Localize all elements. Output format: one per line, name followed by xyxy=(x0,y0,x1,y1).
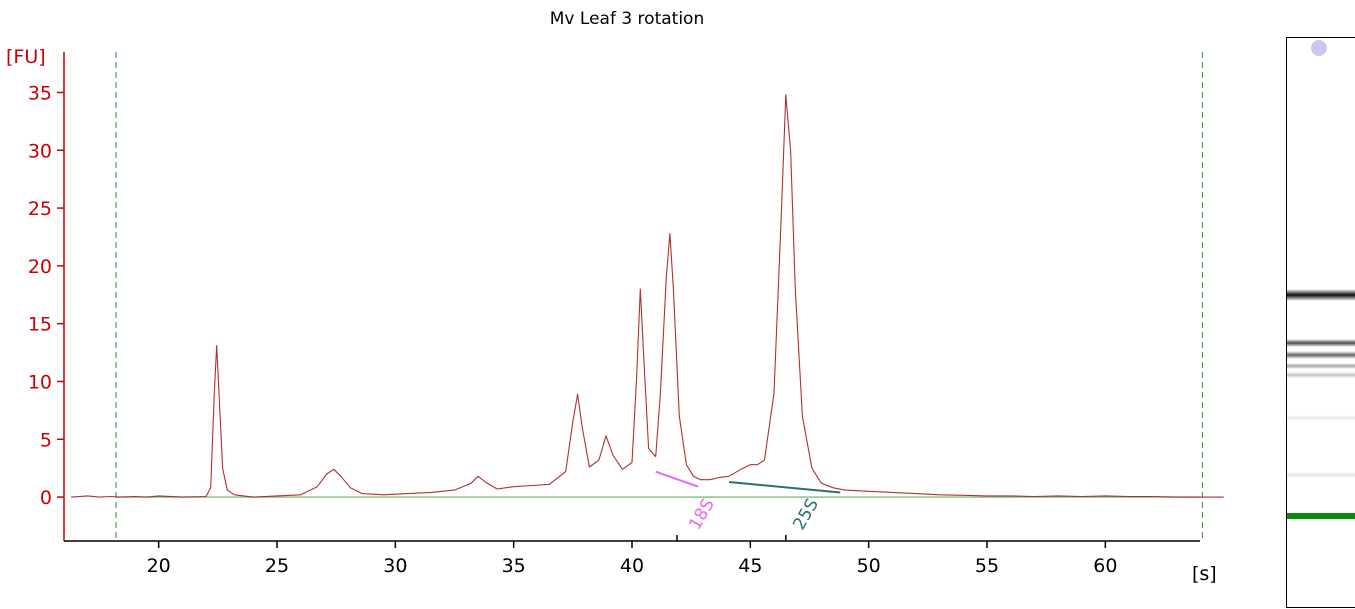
y-tick-label: 0 xyxy=(40,487,52,509)
gel-band xyxy=(1287,288,1355,301)
x-tick-label: 60 xyxy=(1093,555,1117,577)
chart-title: Mv Leaf 3 rotation xyxy=(550,9,704,29)
y-axis-unit-label: [FU] xyxy=(6,46,46,68)
y-tick-label: 20 xyxy=(28,256,52,278)
fluorescence-trace xyxy=(71,94,1224,498)
gel-band xyxy=(1287,339,1355,348)
y-tick-label: 5 xyxy=(40,429,52,451)
electropherogram-chart: Mv Leaf 3 rotation [FU] [s] 0 5 10 15 20 25 30… xyxy=(6,9,1224,585)
gel-marker-band xyxy=(1287,513,1355,520)
x-tick-label: 25 xyxy=(265,555,289,577)
gel-band xyxy=(1287,363,1355,370)
gel-well-marker xyxy=(1311,40,1327,56)
peak-label-18s: 18S xyxy=(685,495,719,533)
peak-label-25s: 25S xyxy=(789,495,823,533)
y-tick-label: 15 xyxy=(28,314,52,336)
y-tick-label: 30 xyxy=(28,140,52,162)
gel-band xyxy=(1287,350,1355,359)
x-tick-label: 45 xyxy=(738,555,762,577)
y-tick-label: 25 xyxy=(28,198,52,220)
gel-band xyxy=(1287,371,1355,378)
x-tick-label: 30 xyxy=(383,555,407,577)
x-axis-unit-label: [s] xyxy=(1192,563,1217,585)
x-tick-label: 20 xyxy=(147,555,171,577)
y-tick-label: 10 xyxy=(28,371,52,393)
peak-fraction-line xyxy=(728,481,841,494)
y-tick-label: 35 xyxy=(28,82,52,104)
gel-image-lane xyxy=(1286,37,1355,608)
x-tick-label: 50 xyxy=(857,555,881,577)
gel-band xyxy=(1287,414,1355,421)
x-tick-label: 55 xyxy=(975,555,999,577)
x-tick-label: 35 xyxy=(502,555,526,577)
peak-fraction-line xyxy=(655,470,699,488)
x-tick-label: 40 xyxy=(620,555,644,577)
plot-area: 0 5 10 15 20 25 30 35 20 25 30 35 40 45 50 55 60 18S 25S xyxy=(28,52,1224,577)
gel-band xyxy=(1287,471,1355,478)
